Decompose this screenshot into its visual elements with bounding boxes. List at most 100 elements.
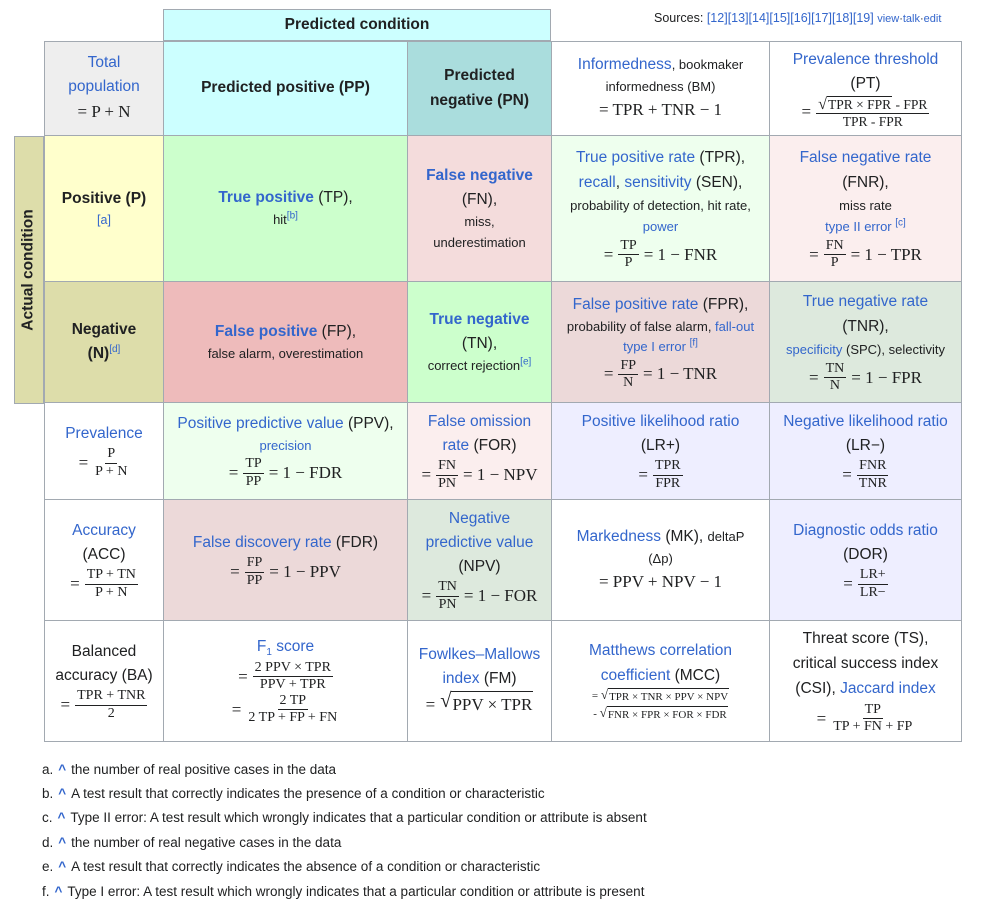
ref-link-18[interactable]: [18] — [831, 11, 853, 25]
edit-link[interactable]: edit — [923, 13, 942, 25]
power-link[interactable]: power — [642, 218, 679, 234]
footnote-text: the number of real negative cases in the… — [71, 835, 342, 850]
specificity-link[interactable]: specificity — [786, 341, 843, 357]
ref-link-13[interactable]: [13] — [727, 11, 749, 25]
footnote-backlink[interactable]: ^ — [58, 859, 67, 874]
type-ii-error-link[interactable]: type II error — [825, 218, 892, 234]
pt-numerator: √ TPR × FPR - FPR — [816, 95, 930, 114]
total-population-link[interactable]: Total — [87, 54, 121, 72]
f1-score-cell: F1 score = 2 PPV × TPR PPV + TPR = 2 TP 2 … — [163, 620, 408, 742]
precision-link[interactable]: precision — [259, 438, 312, 454]
npv-link[interactable]: Negative — [448, 510, 511, 528]
ref-link-15[interactable]: [15] — [769, 11, 791, 25]
view-link[interactable]: view — [877, 13, 900, 25]
lr-minus-link[interactable]: Negative likelihood ratio — [783, 413, 948, 431]
footnote-letter: d. — [42, 835, 54, 850]
npv-formula: = TN PN = 1 − FOR — [422, 579, 538, 612]
jaccard-index-link[interactable]: Jaccard index — [840, 679, 936, 697]
ref-link-17[interactable]: [17] — [811, 11, 832, 25]
footnote-backlink[interactable]: ^ — [54, 884, 63, 899]
mcc-link-2[interactable]: coefficient — [600, 666, 671, 684]
footnote-text: A test result that correctly indicates t… — [71, 786, 545, 801]
true-negative-link[interactable]: True negative — [429, 310, 530, 328]
informedness-link[interactable]: Informedness — [577, 56, 672, 74]
false-positive-link[interactable]: False positive — [214, 322, 318, 340]
underestimation-label: underestimation — [433, 234, 526, 250]
ref-link-19[interactable]: [19] — [852, 11, 874, 25]
accuracy-link[interactable]: Accuracy — [72, 522, 136, 540]
for-link-2[interactable]: rate — [442, 437, 470, 455]
tnr-link[interactable]: True negative rate — [802, 293, 929, 311]
informedness-rest: , bookmaker — [671, 57, 744, 73]
tpr-link[interactable]: True positive rate — [575, 149, 696, 167]
markedness-abbr: (MK), — [661, 527, 708, 545]
npv-link-2[interactable]: predictive value — [425, 534, 534, 552]
equals-sign: = — [809, 244, 819, 264]
ba-denominator: 2 — [107, 705, 115, 721]
miss-label: miss, — [464, 214, 495, 230]
false-alarm-probability: probability of false alarm, — [566, 319, 716, 335]
fowlkes-mallows-link[interactable]: Fowlkes–Mallows — [418, 646, 541, 664]
footnote-ref-b[interactable]: [b] — [286, 211, 298, 223]
prevalence-threshold-link[interactable]: Prevalence threshold — [792, 50, 939, 68]
talk-link[interactable]: talk — [902, 13, 920, 25]
footnote-ref-d[interactable]: [d] — [109, 343, 121, 355]
fall-out-link[interactable]: fall-out — [715, 319, 755, 335]
footnote-backlink[interactable]: ^ — [57, 810, 66, 825]
footnote-ref-e[interactable]: [e] — [520, 356, 532, 368]
false-positive-rate-cell: False positive rate (FPR), probability o… — [551, 281, 770, 403]
diagnostic-odds-ratio-cell: Diagnostic odds ratio (DOR) = LR+ LR− — [769, 499, 962, 621]
mcc-link[interactable]: Matthews correlation — [588, 641, 732, 659]
ref-link-12[interactable]: [12] — [706, 11, 728, 25]
fdr-link[interactable]: False discovery rate — [192, 534, 332, 552]
recall-link[interactable]: recall — [578, 174, 616, 192]
true-positive-link[interactable]: True positive — [218, 189, 314, 207]
type-i-error-link[interactable]: type I error — [623, 339, 686, 355]
footnote-backlink[interactable]: ^ — [58, 835, 67, 850]
total-population-link-2[interactable]: population — [68, 78, 140, 96]
footnote-f: f. ^ Type I error: A test result which w… — [42, 884, 644, 899]
f1-score-link[interactable]: F1 score — [257, 636, 314, 660]
threat-score-cell: Threat score (TS), critical success inde… — [769, 620, 962, 742]
sen-abbr: (SEN), — [691, 174, 743, 192]
footnote-ref-c[interactable]: [c] — [895, 217, 906, 229]
fowlkes-mallows-link-2[interactable]: index — [442, 670, 480, 688]
positive-label: Positive (P) — [61, 189, 147, 207]
predicted-negative-label: Predicted — [444, 67, 515, 85]
predicted-negative-cell: Predicted negative (PN) — [407, 41, 552, 136]
ppv-link[interactable]: Positive predictive value — [177, 415, 344, 433]
sensitivity-link[interactable]: sensitivity — [624, 174, 692, 192]
markedness-link[interactable]: Markedness — [576, 527, 662, 545]
positive-cell: Positive (P) [a] — [44, 135, 164, 282]
footnote-backlink[interactable]: ^ — [58, 786, 67, 801]
predicted-condition-header: Predicted condition — [163, 9, 551, 41]
fnr-denominator: P — [830, 254, 839, 270]
fpr-link[interactable]: False positive rate — [572, 296, 699, 314]
equals-sign: = — [231, 699, 242, 719]
false-discovery-rate-cell: False discovery rate (FDR) = FP PP = 1 − … — [163, 499, 408, 621]
false-positive-cell: False positive (FP), false alarm, overes… — [163, 281, 408, 403]
ref-link-14[interactable]: [14] — [748, 11, 770, 25]
lr-minus-formula: = FNR TNR — [842, 458, 889, 491]
false-negative-link[interactable]: False negative — [426, 167, 533, 185]
fnr-link[interactable]: False negative rate — [799, 149, 932, 167]
footnote-ref-f[interactable]: [f] — [689, 338, 698, 350]
fnr-formula-tail: = 1 − TPR — [850, 244, 922, 264]
footnote-backlink[interactable]: ^ — [58, 762, 67, 777]
specificity-rest: (SPC), selectivity — [842, 341, 945, 357]
f1-numerator-2: 2 TP — [277, 693, 309, 711]
ref-link-16[interactable]: [16] — [790, 11, 812, 25]
footnote-ref-a[interactable]: [a] — [97, 212, 111, 227]
true-positive-abbr: (TP), — [313, 189, 353, 207]
for-link[interactable]: False omission — [427, 413, 532, 431]
lr-plus-link[interactable]: Positive likelihood ratio — [581, 413, 740, 431]
footnote-text: Type I error: A test result which wrongl… — [67, 884, 645, 899]
predicted-condition-label: Predicted condition — [284, 15, 430, 33]
dor-abbr: (DOR) — [843, 546, 888, 564]
dor-link[interactable]: Diagnostic odds ratio — [793, 522, 938, 540]
fm-abbr: (FM) — [479, 670, 517, 688]
lr-minus-numerator: FNR — [857, 458, 889, 476]
miss-rate-label: miss rate — [839, 197, 892, 213]
prevalence-link[interactable]: Prevalence — [65, 425, 143, 443]
